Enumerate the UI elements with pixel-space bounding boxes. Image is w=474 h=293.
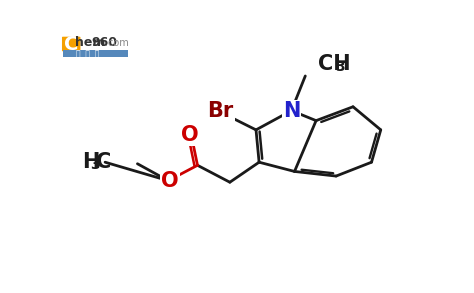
Text: .com: .com xyxy=(105,38,129,48)
Text: 3: 3 xyxy=(91,158,100,171)
Text: O: O xyxy=(181,125,199,145)
Text: Br: Br xyxy=(208,101,234,121)
Text: CH: CH xyxy=(319,54,351,74)
Text: C: C xyxy=(96,152,111,172)
Text: 960: 960 xyxy=(91,36,117,49)
FancyBboxPatch shape xyxy=(63,50,128,57)
Text: C: C xyxy=(64,35,79,54)
Text: 化  工  网: 化 工 网 xyxy=(76,49,99,58)
Text: O: O xyxy=(161,171,179,191)
Text: H: H xyxy=(82,152,100,172)
Text: hem: hem xyxy=(75,36,105,49)
FancyBboxPatch shape xyxy=(62,37,81,51)
Text: N: N xyxy=(283,100,300,121)
Text: 3: 3 xyxy=(335,60,345,74)
